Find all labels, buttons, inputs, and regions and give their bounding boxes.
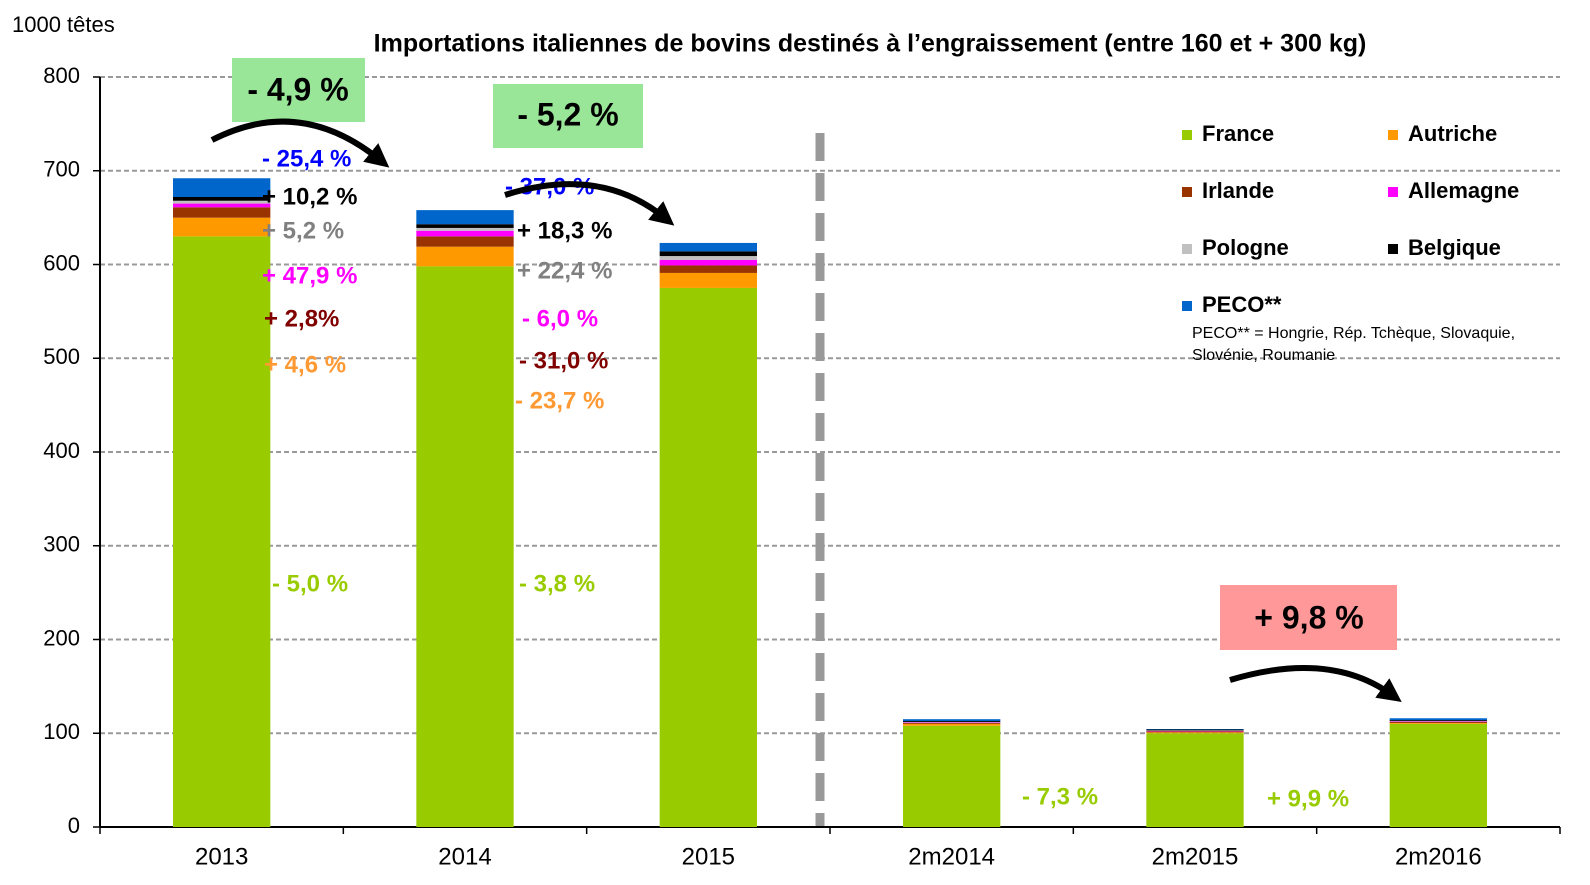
bar-segment xyxy=(173,203,271,208)
legend-swatch xyxy=(1182,244,1192,254)
bar-segment xyxy=(1146,731,1244,733)
annotation: - 6,0 % xyxy=(522,305,598,332)
bar-segment xyxy=(1146,733,1244,827)
bar-segment xyxy=(903,719,1001,722)
chart-title: Importations italiennes de bovins destin… xyxy=(374,30,1367,58)
y-tick-label: 0 xyxy=(68,813,80,838)
bar-segment xyxy=(1146,732,1244,734)
bar-segment xyxy=(659,272,757,288)
x-tick-label: 2m2014 xyxy=(908,843,995,870)
annotation: - 3,8 % xyxy=(519,570,595,597)
x-tick-label: 2015 xyxy=(682,843,735,870)
annotation: - 5,2 % xyxy=(517,96,618,132)
bar-segment xyxy=(903,725,1001,827)
bar-segment xyxy=(1389,718,1487,721)
bar-segment xyxy=(659,265,757,273)
annotation-box xyxy=(232,58,365,122)
y-tick-label: 700 xyxy=(43,157,80,182)
annotation: - 5,0 % xyxy=(272,570,348,597)
legend-label: Belgique xyxy=(1408,235,1501,260)
annotation: - 31,0 % xyxy=(519,347,608,374)
bar-segment xyxy=(903,722,1001,724)
annotation: + 18,3 % xyxy=(517,217,612,244)
legend-swatch xyxy=(1182,130,1192,140)
bar-segment xyxy=(416,210,514,225)
legend-label: Allemagne xyxy=(1408,178,1519,203)
bar-segment xyxy=(903,721,1001,722)
y-tick-label: 400 xyxy=(43,438,80,463)
y-tick-label: 800 xyxy=(43,63,80,88)
bar-segment xyxy=(416,230,514,237)
bar-segment xyxy=(659,259,757,266)
annotation: + 4,6 % xyxy=(264,351,346,378)
bar-segment xyxy=(1389,720,1487,722)
bar-segment xyxy=(903,723,1001,726)
bar-segment xyxy=(416,266,514,827)
x-tick-label: 2m2015 xyxy=(1152,843,1239,870)
legend-label: PECO** xyxy=(1202,292,1282,317)
annotation: + 9,8 % xyxy=(1254,599,1363,635)
x-tick-label: 2014 xyxy=(438,843,491,870)
bar-segment xyxy=(416,246,514,267)
bar-segment xyxy=(173,197,271,201)
y-tick-label: 500 xyxy=(43,344,80,369)
bar-segment xyxy=(173,217,271,237)
legend-background xyxy=(1180,112,1590,375)
y-axis-label: 1000 têtes xyxy=(12,12,115,37)
annotation: + 5,2 % xyxy=(262,217,344,244)
bar-segment xyxy=(1389,722,1487,724)
arrow xyxy=(504,181,675,226)
legend-label: Irlande xyxy=(1202,178,1274,203)
bar-segment xyxy=(1389,723,1487,827)
annotation: + 2,8% xyxy=(264,305,339,332)
y-tick-label: 200 xyxy=(43,625,80,650)
bar-segment xyxy=(416,236,514,247)
annotation: + 47,9 % xyxy=(262,262,357,289)
bar-segment xyxy=(173,200,271,204)
legend-swatch xyxy=(1388,244,1398,254)
legend-swatch xyxy=(1388,187,1398,197)
bar-segment xyxy=(173,207,271,218)
bar-segment xyxy=(416,227,514,231)
bar-segment xyxy=(173,236,271,827)
annotation: - 23,7 % xyxy=(515,387,604,414)
y-tick-label: 300 xyxy=(43,532,80,557)
bar-segment xyxy=(659,256,757,260)
legend-label: Autriche xyxy=(1408,121,1497,146)
bar-segment xyxy=(659,242,757,252)
legend-label: France xyxy=(1202,121,1274,146)
bar-segment xyxy=(659,251,757,257)
legend-label: Pologne xyxy=(1202,235,1289,260)
x-tick-label: 2m2016 xyxy=(1395,843,1482,870)
legend-swatch xyxy=(1182,301,1192,311)
x-tick-label: 2013 xyxy=(195,843,248,870)
legend-swatch xyxy=(1388,130,1398,140)
bar-segment xyxy=(1389,722,1487,723)
y-tick-label: 100 xyxy=(43,719,80,744)
annotation-box xyxy=(1220,585,1397,650)
legend-swatch xyxy=(1182,187,1192,197)
annotation: - 25,4 % xyxy=(262,145,351,172)
bar-segment xyxy=(173,178,271,197)
bar-segment xyxy=(659,287,757,827)
legend-note: PECO** = Hongrie, Rép. Tchèque, Slovaqui… xyxy=(1192,325,1515,342)
annotation: - 4,9 % xyxy=(247,71,348,107)
arrow xyxy=(1229,665,1402,703)
annotation-box xyxy=(493,84,643,148)
y-tick-label: 600 xyxy=(43,250,80,275)
arrow xyxy=(210,118,390,168)
annotation: + 22,4 % xyxy=(517,257,612,284)
legend-note: Slovénie, Roumanie xyxy=(1192,347,1335,364)
annotation: + 9,9 % xyxy=(1267,785,1349,812)
bar-segment xyxy=(416,224,514,228)
annotation: + 10,2 % xyxy=(262,183,357,210)
bar-segment xyxy=(1146,729,1244,731)
annotation: - 7,3 % xyxy=(1022,783,1098,810)
